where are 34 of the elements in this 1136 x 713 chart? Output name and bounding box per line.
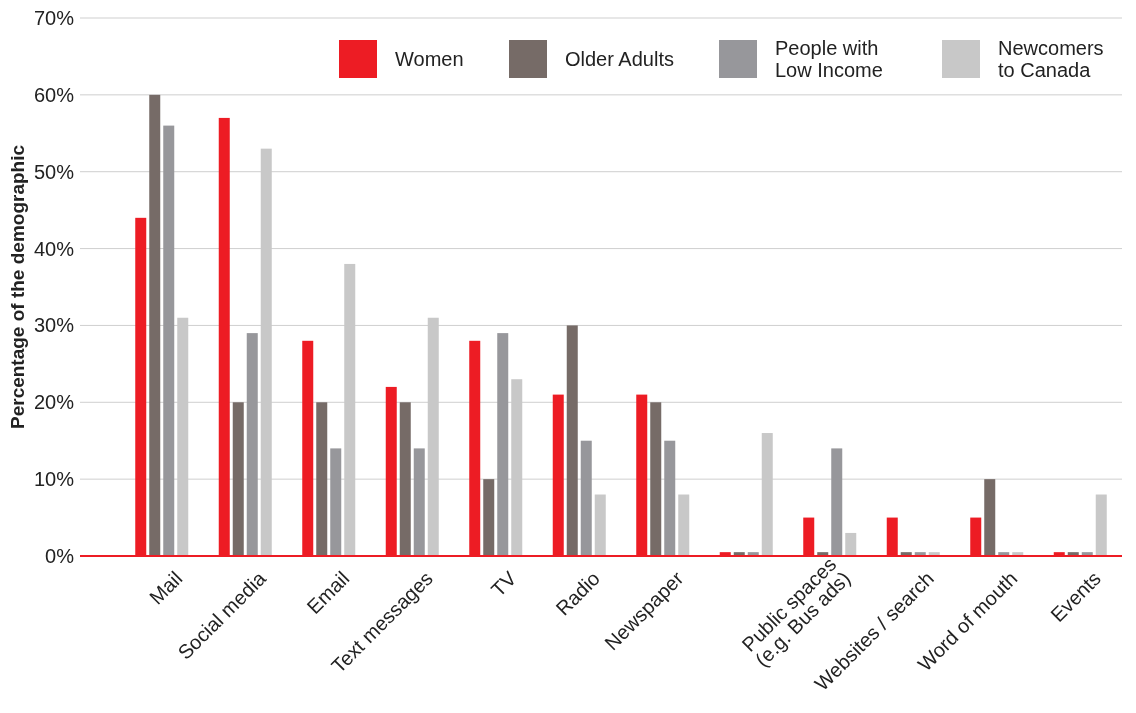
y-tick-label: 40% xyxy=(33,237,75,260)
bar xyxy=(413,448,425,556)
bar xyxy=(330,448,342,556)
bar xyxy=(594,494,606,556)
y-axis-title: Percentage of the demographic xyxy=(7,144,28,430)
bar xyxy=(483,479,495,556)
bar xyxy=(246,333,258,556)
y-tick-label: 20% xyxy=(33,391,75,414)
bar xyxy=(845,532,857,556)
bar xyxy=(399,402,411,556)
legend-label: Older Adults xyxy=(565,48,674,70)
y-tick-label: 60% xyxy=(33,83,75,106)
bar xyxy=(678,494,690,556)
legend-label: Newcomers to Canada xyxy=(998,37,1104,81)
bar xyxy=(664,440,676,556)
y-tick-label: 70% xyxy=(33,7,75,29)
y-tick-label: 0% xyxy=(45,545,75,567)
y-tick-label: 30% xyxy=(33,314,75,337)
y-tick-label: 10% xyxy=(33,468,75,491)
x-tick-label: TV xyxy=(486,566,521,601)
bar xyxy=(566,325,578,556)
bar xyxy=(984,479,996,556)
bar xyxy=(650,402,662,556)
legend-label: Women xyxy=(395,48,464,70)
bar xyxy=(580,440,592,556)
bar xyxy=(232,402,244,556)
bar xyxy=(1095,494,1107,556)
bar xyxy=(163,125,175,556)
y-tick-label: 50% xyxy=(33,160,75,183)
bar xyxy=(316,402,328,556)
legend-label: People with Low Income xyxy=(775,37,883,81)
bar xyxy=(497,333,509,556)
bar xyxy=(149,94,161,556)
bar xyxy=(831,448,843,556)
